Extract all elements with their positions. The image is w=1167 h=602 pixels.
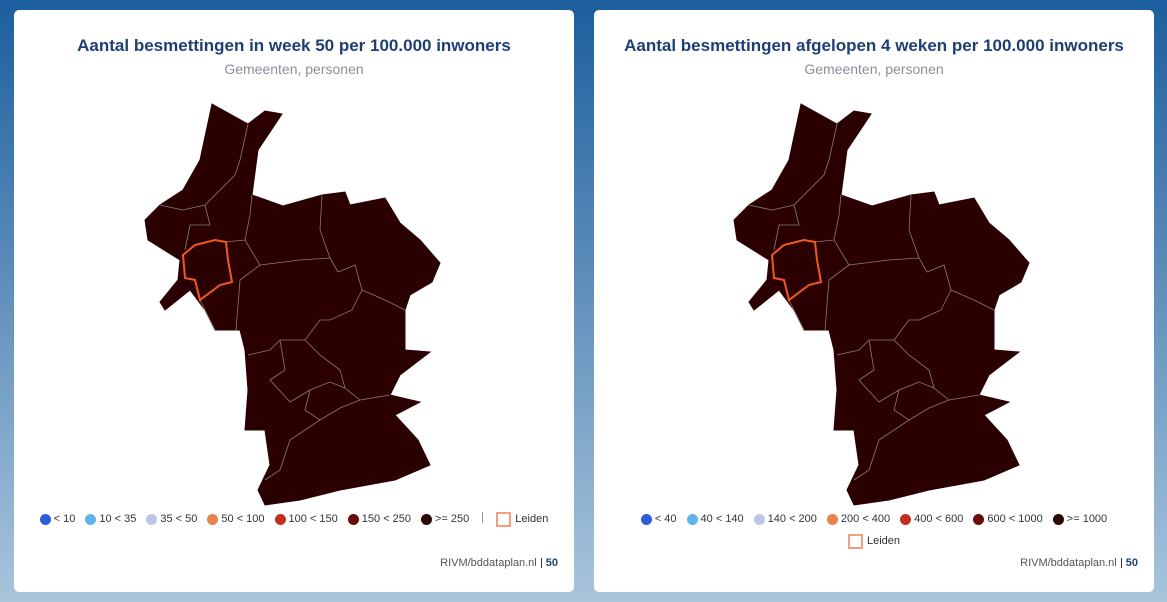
week-number: 50	[1125, 557, 1138, 569]
highlight-label: Leiden	[515, 513, 549, 525]
panel-title: Aantal besmettingen afgelopen 4 weken pe…	[624, 36, 1124, 55]
legend-item: < 40	[640, 512, 677, 526]
legend-swatch	[973, 513, 985, 525]
source-separator	[540, 558, 542, 568]
week-number: 50	[545, 557, 558, 569]
legend-item: 10 < 35	[85, 512, 136, 526]
map	[144, 103, 441, 506]
legend-label: 200 < 400	[840, 513, 891, 525]
legend-swatch	[274, 513, 286, 525]
legend-highlight: Leiden	[847, 533, 901, 549]
legend-item: 35 < 50	[146, 512, 197, 526]
panel-subtitle: Gemeenten, personen	[804, 61, 944, 77]
legend-label: >= 250	[435, 513, 470, 525]
legend-item: >= 1000	[1052, 512, 1108, 526]
legend-label: 100 < 150	[288, 513, 338, 525]
legend-item: 100 < 150	[274, 512, 338, 526]
legend-swatch	[640, 513, 652, 525]
legend-label: < 40	[654, 513, 677, 525]
highlight-swatch	[847, 533, 863, 549]
legend-swatch	[347, 513, 359, 525]
legend-label: < 10	[53, 513, 76, 525]
legend-label: 600 < 1000	[987, 513, 1043, 525]
source-separator	[1120, 558, 1122, 568]
legend-swatch	[207, 513, 219, 525]
legend-item: 600 < 1000	[973, 512, 1043, 526]
legend-label: >= 1000	[1066, 513, 1108, 525]
legend-item: 40 < 140	[686, 512, 744, 526]
legend-label: 50 < 100	[221, 513, 265, 525]
legend-item: 50 < 100	[207, 512, 265, 526]
legend-label: 10 < 35	[99, 513, 137, 525]
legend-swatch	[753, 513, 765, 525]
panel: Aantal besmettingen in week 50 per 100.0…	[14, 10, 574, 592]
legend-item: 150 < 250	[347, 512, 412, 526]
legend-highlight: Leiden	[496, 511, 549, 527]
panel-subtitle: Gemeenten, personen	[224, 61, 364, 77]
legend-swatch	[686, 513, 698, 525]
legend-swatch	[146, 513, 158, 525]
legend-swatch	[1052, 513, 1064, 525]
legend-separator	[482, 512, 484, 523]
legend-label: 150 < 250	[361, 513, 412, 525]
legend-swatch	[826, 513, 838, 525]
legend-item: 200 < 400	[826, 512, 891, 526]
source-text: RIVM/bddataplan.nl	[440, 557, 537, 569]
legend-item: < 10	[39, 512, 76, 526]
legend-swatch	[85, 513, 97, 525]
source-text: RIVM/bddataplan.nl	[1020, 557, 1117, 569]
legend-swatch	[900, 513, 912, 525]
legend-label: 400 < 600	[914, 513, 964, 525]
municipalities	[144, 103, 441, 506]
legend-item: >= 250	[421, 512, 469, 526]
source: RIVM/bddataplan.nl 50	[1020, 557, 1138, 569]
map	[733, 103, 1030, 506]
panel-title: Aantal besmettingen in week 50 per 100.0…	[77, 36, 511, 55]
legend-item: 400 < 600	[900, 512, 963, 526]
legend-swatch	[39, 513, 51, 525]
legend: < 10 10 < 35 35 < 50 50 < 100 100 < 150 150 <…	[34, 511, 554, 527]
highlight-label: Leiden	[866, 535, 901, 547]
legend-label: 140 < 200	[767, 513, 817, 525]
municipalities	[733, 103, 1030, 506]
highlight-swatch	[496, 511, 512, 527]
source: RIVM/bddataplan.nl 50	[440, 557, 558, 569]
legend-label: 35 < 50	[160, 513, 198, 525]
legend-label: 40 < 140	[700, 513, 744, 525]
legend: < 40 40 < 140 140 < 200 200 < 400 400 < 600 6…	[614, 512, 1134, 549]
legend-item: 140 < 200	[753, 512, 817, 526]
legend-swatch	[421, 513, 433, 525]
panel: Aantal besmettingen afgelopen 4 weken pe…	[594, 10, 1154, 592]
